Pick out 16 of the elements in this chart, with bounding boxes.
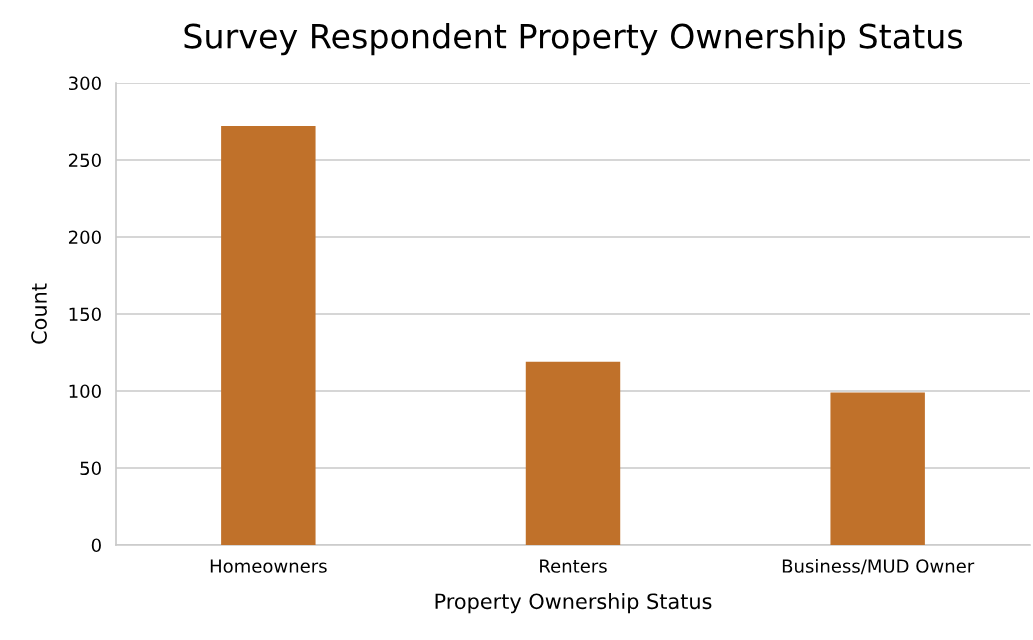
y-tick-label: 0 [91,538,101,553]
y-tick-label: 50 [80,461,101,476]
y-axis-title: Count [31,283,47,344]
bar [221,126,316,545]
bar [525,361,621,545]
x-axis-title: Property Ownership Status [435,593,712,614]
bar [830,392,925,545]
y-tick-label: 100 [69,384,101,399]
x-tick-label: Business/MUD Owner [782,558,975,575]
x-tick-label: Renters [540,559,607,573]
chart-title: Survey Respondent Property Ownership Status [184,22,963,56]
y-tick-label: 150 [69,307,101,322]
y-tick-label: 250 [68,153,101,168]
x-tick-label: Homeowners [210,559,327,573]
y-tick-label: 300 [69,76,101,91]
y-tick-label: 200 [68,230,101,245]
